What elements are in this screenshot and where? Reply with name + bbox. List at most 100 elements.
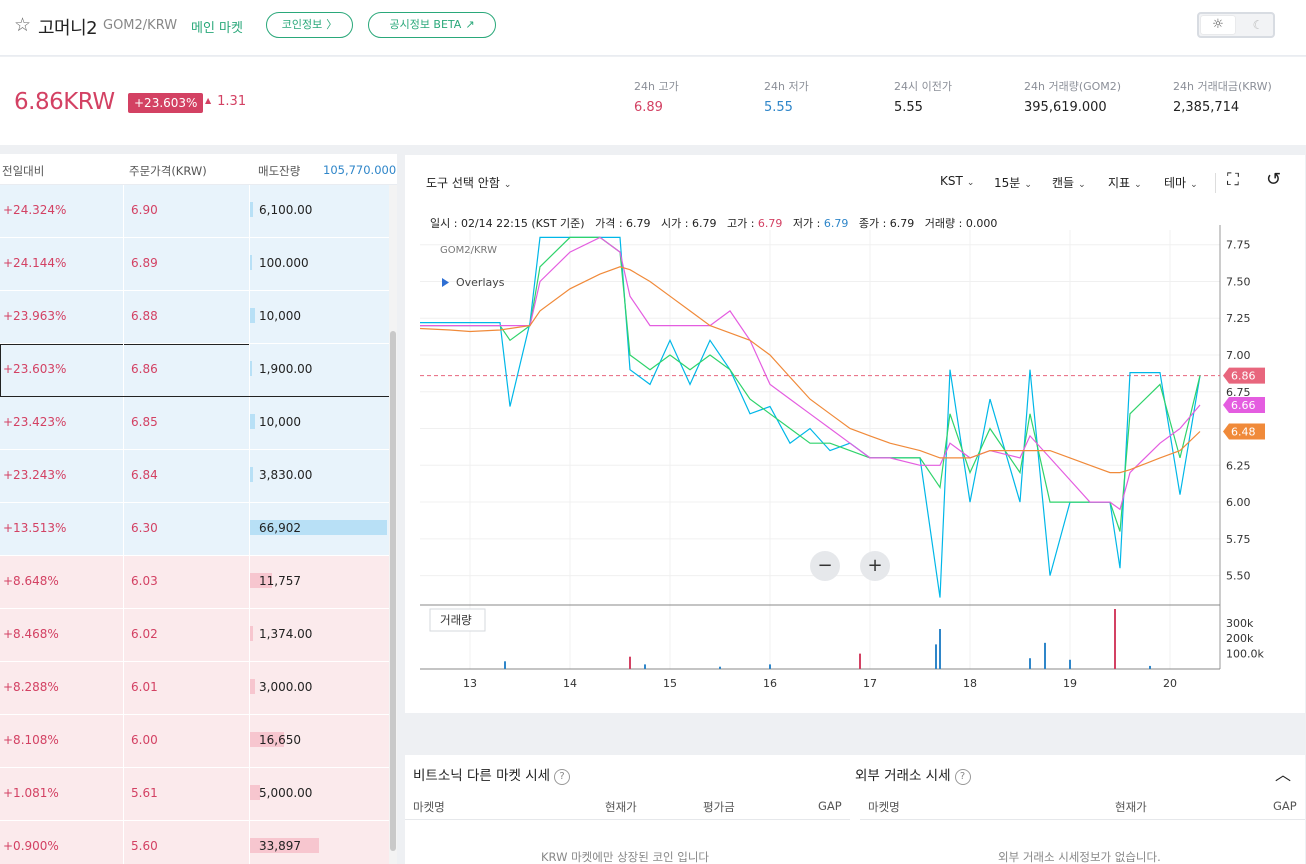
total-volume: 105,770.000: [323, 163, 397, 177]
chevron-down-icon: ⌄: [1078, 180, 1086, 190]
stat-turnover: 24h 거래대금(KRW) 2,385,714: [1173, 78, 1272, 115]
col-gap: GAP: [818, 799, 842, 813]
series-line: [420, 236, 1201, 511]
row-change-rate: +0.900%: [3, 839, 59, 853]
column-divider: [249, 344, 250, 396]
row-volume: 16,650: [259, 733, 301, 747]
stat-label: 24h 저가: [764, 80, 809, 93]
price-badge-label: 6.66: [1231, 399, 1256, 412]
volume-pane-label: 거래량: [440, 613, 472, 627]
orderbook-scrollbar[interactable]: [389, 185, 397, 864]
orderbook-row[interactable]: +8.468% 6.02 1,374.00: [0, 609, 389, 662]
orderbook-row[interactable]: +24.144% 6.89 100.000: [0, 238, 389, 291]
ohlc-legend: 일시 : 02/14 22:15 (KST 기준) 가격 : 6.79 시가 :…: [430, 215, 997, 231]
row-price: 6.84: [131, 468, 158, 482]
volume-cell: 10,000: [250, 397, 389, 449]
row-change-rate: +23.423%: [3, 415, 67, 429]
row-change-rate: +13.513%: [3, 521, 67, 535]
other-markets-label: 비트소닉 다른 마켓 시세: [413, 768, 551, 784]
orderbook-row[interactable]: +13.513% 6.30 66,902: [0, 503, 389, 556]
col-volume: 매도잔량: [258, 164, 301, 178]
orderbook-row[interactable]: +24.324% 6.90 6,100.00: [0, 185, 389, 238]
orderbook-row[interactable]: +0.900% 5.60 33,897: [0, 821, 389, 864]
scrollbar-thumb[interactable]: [390, 331, 396, 851]
row-volume: 6,100.00: [259, 203, 313, 217]
volume-bar: [250, 679, 255, 694]
zoom-in-button[interactable]: +: [860, 551, 890, 581]
column-divider: [123, 715, 124, 767]
collapse-chevron-up-icon[interactable]: ︿: [1275, 765, 1292, 784]
chart-type-select[interactable]: 캔들 ⌄: [1052, 174, 1086, 191]
price-summary: 6.86KRW +23.603% ▲ 1.31 24h 고가 6.89 24h 저…: [0, 57, 1306, 145]
volume-bar: [250, 255, 252, 270]
volume-tick-label: 200k: [1226, 632, 1254, 645]
stat-label: 24h 거래량(GOM2): [1024, 80, 1122, 93]
timezone-label: KST: [940, 174, 963, 188]
stat-label: 24시 이전가: [894, 80, 952, 93]
orderbook-row[interactable]: +23.243% 6.84 3,830.00: [0, 450, 389, 503]
help-icon[interactable]: ?: [954, 769, 971, 785]
legend-open: 시가 : 6.79: [661, 217, 717, 230]
sun-icon[interactable]: ☼: [1201, 16, 1235, 34]
volume-bar: [250, 308, 255, 323]
y-tick-label: 6.00: [1226, 496, 1251, 509]
fullscreen-icon[interactable]: ⛶: [1227, 170, 1239, 190]
row-price: 6.00: [131, 733, 158, 747]
row-price: 5.61: [131, 786, 158, 800]
toolbar-divider: [1215, 173, 1216, 193]
favorite-star-icon[interactable]: ☆: [14, 14, 32, 36]
volume-tick-label: 100.0k: [1226, 648, 1264, 661]
coin-name: 고머니2: [38, 18, 98, 39]
volume-bar: [250, 202, 253, 217]
orderbook: 전일대비 주문가격(KRW) 매도잔량 105,770.000 +24.324%…: [0, 154, 397, 864]
volume-bar: [250, 838, 319, 853]
coin-info-button[interactable]: 코인정보 〉: [266, 12, 353, 38]
legend-volume: 거래량 : 0.000: [924, 217, 998, 230]
orderbook-row[interactable]: +1.081% 5.61 5,000.00: [0, 768, 389, 821]
orderbook-row[interactable]: +23.963% 6.88 10,000: [0, 291, 389, 344]
col-change: 전일대비: [2, 164, 45, 178]
coin-info-label: 코인정보: [281, 18, 323, 31]
divider: [405, 819, 850, 820]
orderbook-row[interactable]: +23.423% 6.85 10,000: [0, 397, 389, 450]
left-empty-message: KRW 마켓에만 상장된 코인 입니다: [541, 850, 710, 864]
volume-bar: [250, 414, 255, 429]
market-tag: 메인 마켓: [191, 21, 243, 36]
y-tick-label: 5.50: [1226, 570, 1251, 583]
x-tick-label: 18: [963, 677, 977, 690]
chart-type-label: 캔들: [1052, 176, 1075, 190]
orderbook-row[interactable]: +23.603% 6.86 1,900.00: [0, 344, 389, 397]
theme-label: 테마: [1164, 176, 1187, 190]
volume-cell: 11,757: [250, 556, 389, 608]
price-chart[interactable]: 7.757.507.257.006.756.506.256.005.755.50…: [405, 155, 1305, 713]
interval-select[interactable]: 15분 ⌄: [994, 174, 1032, 191]
volume-bar: [250, 626, 253, 641]
stat-label: 24h 거래대금(KRW): [1173, 80, 1272, 93]
volume-bar: [250, 573, 272, 588]
drawing-tool-select[interactable]: 도구 선택 안함 ⌄: [426, 174, 511, 191]
stat-value: 5.55: [764, 100, 793, 115]
row-price: 6.03: [131, 574, 158, 588]
volume-bar: [504, 661, 506, 669]
volume-cell: 33,897: [250, 821, 389, 864]
orderbook-row[interactable]: +8.648% 6.03 11,757: [0, 556, 389, 609]
reset-icon[interactable]: ↺: [1266, 169, 1282, 190]
help-icon[interactable]: ?: [554, 769, 571, 785]
theme-toggle[interactable]: ☼ ☾: [1197, 12, 1275, 38]
legend-price: 가격 : 6.79: [595, 217, 651, 230]
disclosure-button[interactable]: 공시정보 BETA ↗: [368, 12, 496, 38]
orderbook-row[interactable]: +8.288% 6.01 3,000.00: [0, 662, 389, 715]
column-divider: [249, 185, 250, 237]
timezone-select[interactable]: KST ⌄: [940, 174, 974, 188]
column-divider: [123, 291, 124, 343]
zoom-out-button[interactable]: −: [810, 551, 840, 581]
volume-cell: 3,830.00: [250, 450, 389, 502]
interval-label: 15분: [994, 176, 1021, 190]
row-change-rate: +8.468%: [3, 627, 59, 641]
orderbook-row[interactable]: +8.108% 6.00 16,650: [0, 715, 389, 768]
theme-select[interactable]: 테마 ⌄: [1164, 174, 1198, 191]
indicator-select[interactable]: 지표 ⌄: [1108, 174, 1142, 191]
row-price: 6.89: [131, 256, 158, 270]
stat-volume: 24h 거래량(GOM2) 395,619.000: [1024, 78, 1121, 115]
moon-icon[interactable]: ☾: [1252, 18, 1264, 32]
